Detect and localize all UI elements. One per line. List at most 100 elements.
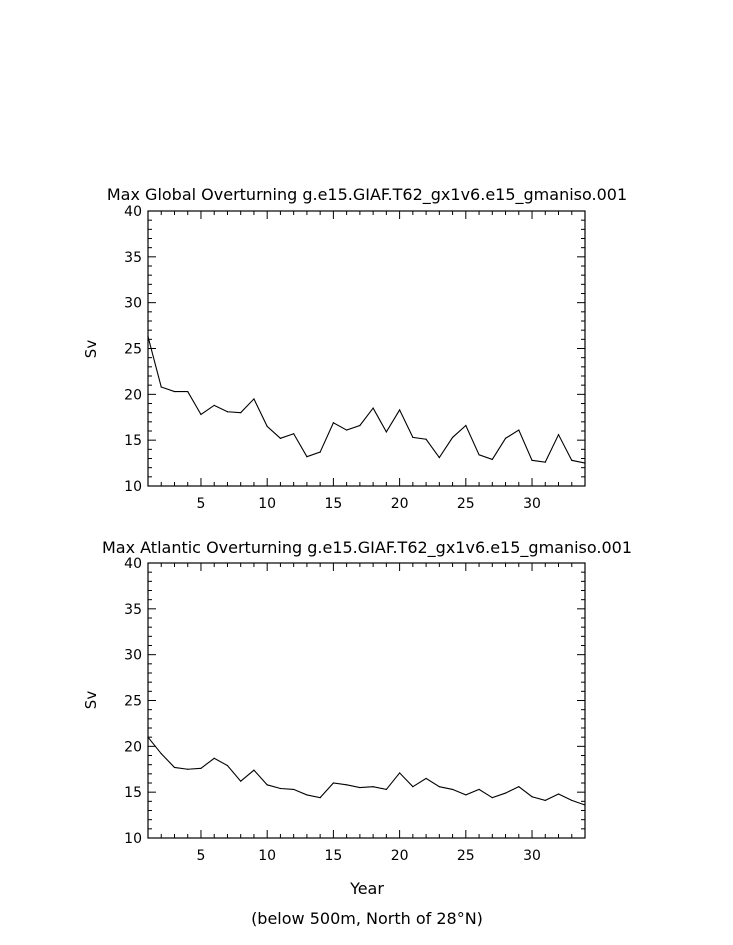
global-y-tick-label: 10: [124, 479, 142, 495]
atlantic-data-point: [213, 757, 215, 759]
atlantic-data-point: [584, 804, 586, 806]
global-data-point: [253, 398, 255, 400]
global-chart-marks: 10 15 20 25 30 35 40 5 10 15 20 25 30: [124, 204, 586, 512]
global-data-point: [346, 429, 348, 431]
atlantic-data-point: [531, 796, 533, 798]
global-data-point: [491, 458, 493, 461]
atlantic-data-point: [332, 782, 334, 784]
atlantic-data-point: [518, 786, 520, 788]
atlantic-data-point: [412, 786, 414, 788]
atlantic-x-tick-label: 5: [197, 848, 206, 864]
atlantic-data-point: [346, 784, 348, 786]
atlantic-y-tick-label: 30: [124, 648, 142, 664]
global-data-point: [173, 390, 176, 393]
global-data-point: [465, 424, 467, 427]
global-data-point: [226, 411, 229, 413]
global-x-tick-label: 10: [258, 496, 276, 512]
atlantic-y-tick-label: 35: [124, 602, 142, 618]
atlantic-data-point: [253, 769, 255, 771]
atlantic-data-point: [359, 786, 361, 789]
atlantic-y-tick-label: 10: [124, 831, 142, 847]
global-data-point: [504, 437, 507, 439]
global-data-point: [279, 437, 282, 439]
atlantic-data-point: [557, 793, 560, 795]
atlantic-data-point: [438, 786, 440, 788]
global-data-point: [518, 429, 520, 431]
global-overturning-panel: Max Global Overturning g.e15.GIAF.T62_gx…: [82, 185, 627, 512]
global-data-point: [213, 404, 215, 406]
global-data-point: [544, 461, 546, 463]
atlantic-y-tick-label: 25: [124, 694, 142, 710]
atlantic-data-point: [451, 788, 454, 791]
atlantic-chart-title: Max Atlantic Overturning g.e15.GIAF.T62_…: [102, 538, 632, 558]
global-data-point: [160, 386, 162, 388]
global-data-point: [319, 451, 321, 453]
atlantic-data-point: [385, 788, 387, 791]
atlantic-data-point: [399, 772, 401, 774]
global-data-point: [240, 412, 242, 414]
global-x-tick-label: 25: [457, 496, 475, 512]
atlantic-data-point: [293, 788, 295, 791]
global-data-point: [399, 409, 401, 411]
atlantic-data-point: [200, 767, 202, 769]
atlantic-x-tick-label: 20: [391, 848, 409, 864]
global-data-point: [293, 433, 295, 435]
atlantic-data-point: [319, 797, 321, 799]
atlantic-data-point: [279, 787, 282, 790]
global-data-point: [478, 454, 480, 456]
global-data-point: [584, 462, 586, 464]
global-data-point: [187, 390, 189, 393]
atlantic-data-point: [372, 786, 374, 788]
atlantic-chart-marks: 10 15 20 25 30 35 40 5 10 15 20 25 30: [124, 556, 586, 864]
atlantic-y-tick-label: 20: [124, 739, 142, 755]
x-axis-label: Year: [349, 879, 384, 898]
atlantic-data-point: [173, 766, 176, 769]
atlantic-data-point: [478, 788, 480, 791]
global-data-point: [451, 436, 454, 439]
atlantic-data-point: [266, 784, 268, 786]
atlantic-x-tick-label: 30: [523, 848, 541, 864]
atlantic-y-tick-label: 40: [124, 556, 142, 572]
global-chart-title: Max Global Overturning g.e15.GIAF.T62_gx…: [107, 185, 627, 205]
atlantic-y-axis-label: Sv: [82, 691, 100, 710]
atlantic-data-point: [465, 794, 467, 796]
atlantic-data-point: [571, 799, 573, 802]
global-data-point: [557, 434, 560, 436]
global-y-tick-label: 25: [124, 342, 142, 358]
global-data-point: [385, 431, 387, 433]
global-x-tick-label: 5: [197, 496, 206, 512]
global-y-tick-label: 15: [124, 433, 142, 449]
atlantic-plot-frame: [147, 562, 586, 839]
global-x-tick-label: 15: [324, 496, 342, 512]
global-data-point: [571, 459, 573, 461]
atlantic-x-tick-label: 15: [324, 848, 342, 864]
global-data-point: [200, 413, 202, 416]
global-data-point: [306, 456, 308, 458]
atlantic-data-point: [187, 768, 189, 770]
global-data-point: [531, 459, 533, 461]
atlantic-data-point: [226, 764, 229, 767]
atlantic-x-tick-label: 25: [457, 848, 475, 864]
global-x-tick-label: 20: [391, 496, 409, 512]
global-data-point: [359, 424, 361, 427]
atlantic-data-point: [504, 792, 507, 794]
atlantic-overturning-panel: Max Atlantic Overturning g.e15.GIAF.T62_…: [82, 538, 632, 864]
global-data-point: [425, 438, 427, 440]
global-y-tick-label: 20: [124, 387, 142, 403]
atlantic-data-point: [306, 794, 308, 796]
atlantic-data-point: [147, 736, 149, 738]
global-data-point: [147, 335, 149, 338]
global-plot-frame: [147, 210, 586, 487]
footnote: (below 500m, North of 28°N): [251, 909, 483, 928]
atlantic-x-tick-label: 10: [258, 848, 276, 864]
global-data-point: [372, 407, 374, 409]
atlantic-y-tick-label: 15: [124, 785, 142, 801]
atlantic-data-point: [240, 780, 242, 782]
global-data-point: [266, 425, 268, 428]
atlantic-data-point: [160, 753, 162, 755]
atlantic-data-point: [544, 799, 546, 802]
global-data-point: [438, 456, 440, 459]
global-x-tick-label: 30: [523, 496, 541, 512]
global-series-line: [147, 336, 586, 464]
